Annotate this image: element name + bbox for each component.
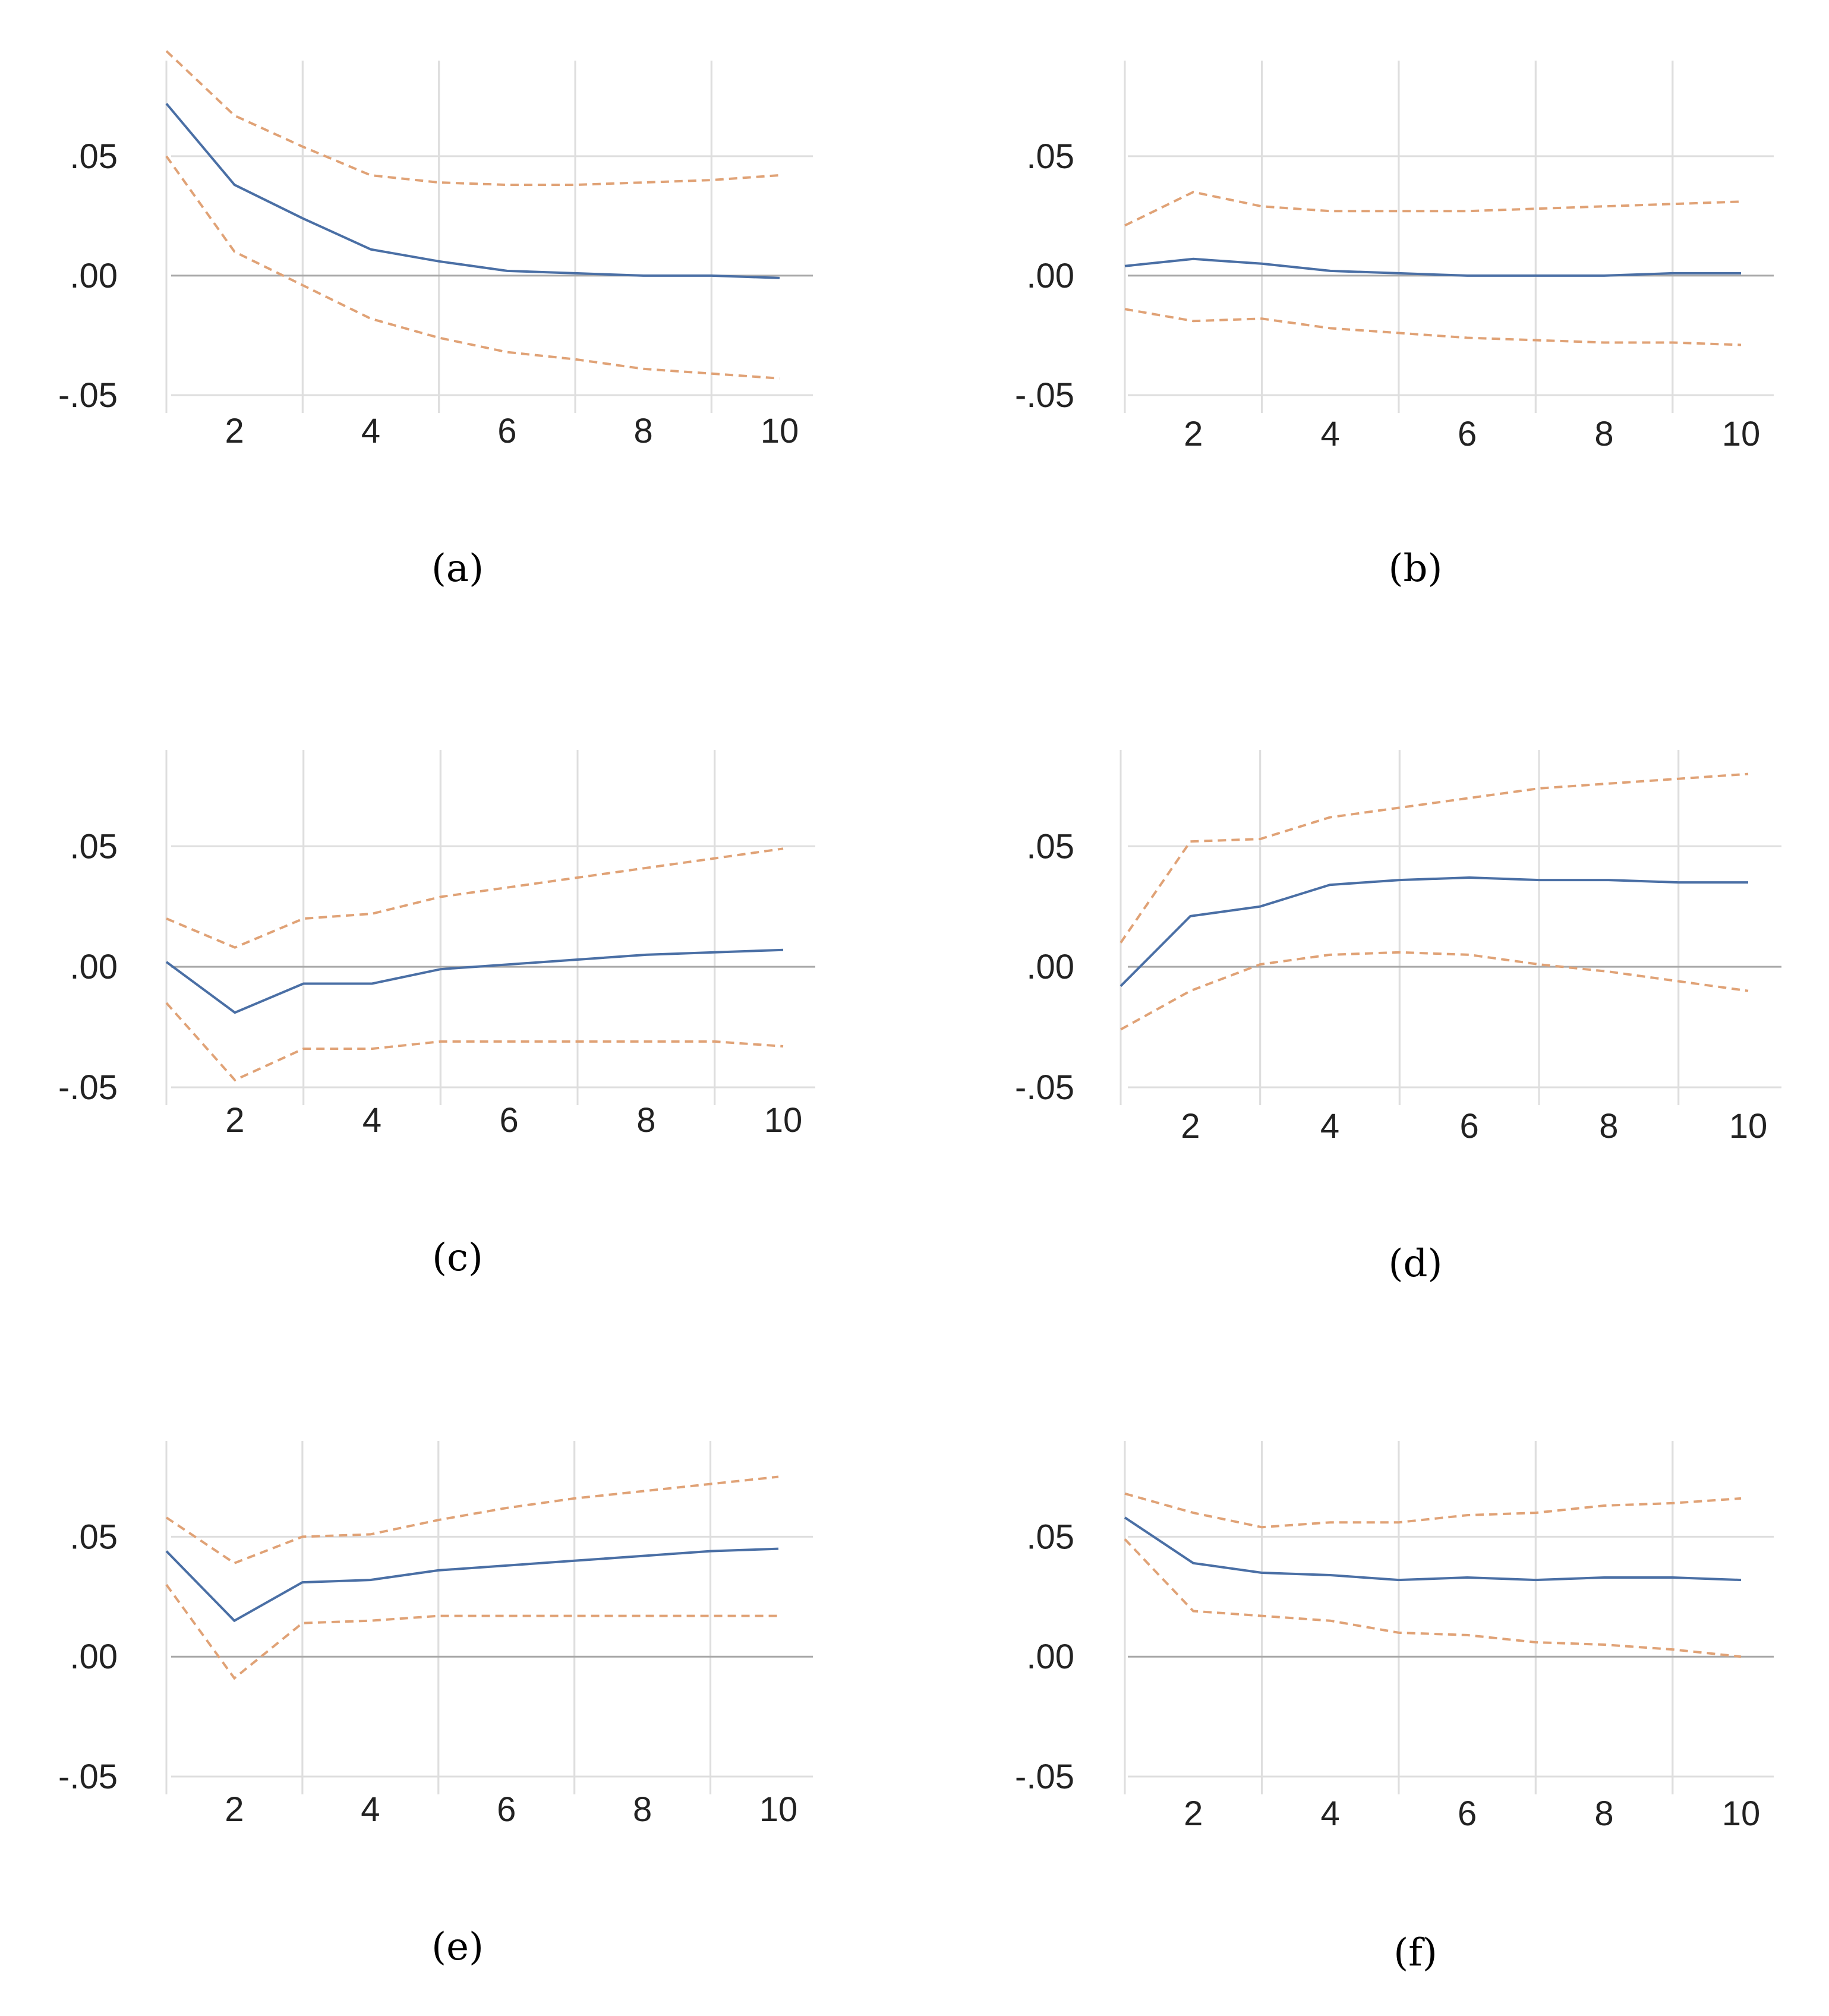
panel-caption-text-d: (d): [1388, 1242, 1443, 1286]
series-upper-band-b: [1124, 191, 1742, 227]
x-tick-label-f-4: 10: [1722, 1794, 1761, 1833]
x-tick-label-d-1: 4: [1320, 1107, 1339, 1146]
series-lower-band-b: [1124, 308, 1742, 346]
series-lower-band-e: [165, 1583, 778, 1680]
panel-caption-text-e: (e): [431, 1925, 484, 1969]
x-tick-label-c-4: 10: [764, 1101, 803, 1140]
x-tick-label-c-2: 6: [500, 1101, 519, 1140]
y-tick-label-a-2: -.05: [58, 376, 118, 415]
y-tick-label-d-2: -.05: [1015, 1068, 1074, 1107]
series-response-b: [1124, 257, 1741, 277]
y-tick-label-c-2: -.05: [58, 1068, 118, 1107]
x-tick-label-b-0: 2: [1184, 415, 1203, 453]
x-tick-label-e-1: 4: [361, 1790, 380, 1829]
y-tick-label-e-2: -.05: [58, 1758, 118, 1796]
series-response-f: [1124, 1516, 1742, 1582]
x-tick-label-a-1: 4: [361, 412, 380, 450]
series-upper-band-a: [165, 50, 780, 187]
x-tick-label-b-1: 4: [1321, 415, 1340, 453]
y-tick-label-b-1: .00: [1026, 257, 1074, 295]
x-tick-label-b-4: 10: [1722, 415, 1761, 453]
panel-caption-d: (d): [1389, 1242, 1443, 1286]
x-tick-label-e-3: 8: [633, 1790, 652, 1829]
x-tick-label-e-2: 6: [497, 1790, 516, 1829]
panel-caption-text-c: (c): [432, 1236, 483, 1280]
series-upper-band-e: [165, 1475, 779, 1565]
x-tick-label-e-0: 2: [225, 1790, 244, 1829]
y-tick-label-c-0: .05: [70, 827, 118, 866]
y-tick-label-b-2: -.05: [1015, 376, 1074, 415]
panel-f: .05 .00 -.05 2 4 6 8 10: [1015, 1441, 1774, 1833]
series-response-d: [1120, 876, 1748, 988]
panel-e: .05 .00 -.05 2 4 6 8 10: [58, 1441, 813, 1829]
x-tick-label-d-3: 8: [1599, 1107, 1618, 1146]
panel-caption-f: (f): [1393, 1931, 1437, 1975]
x-tick-label-f-2: 6: [1458, 1794, 1477, 1833]
series-lower-band-f: [1124, 1538, 1742, 1658]
y-tick-label-f-0: .05: [1026, 1517, 1074, 1556]
panel-caption-c: (c): [432, 1236, 483, 1280]
panel-b: .05 .00 -.05 2 4 6 8 10: [1015, 61, 1774, 453]
y-tick-label-a-1: .00: [70, 257, 118, 295]
x-tick-label-d-2: 6: [1460, 1107, 1479, 1146]
x-tick-label-d-4: 10: [1729, 1107, 1768, 1146]
panel-caption-text-a: (a): [431, 547, 484, 591]
series-response-a: [165, 103, 780, 279]
panel-caption-b: (b): [1389, 547, 1443, 591]
x-tick-label-c-3: 8: [636, 1101, 655, 1140]
panel-caption-a: (a): [431, 547, 484, 591]
series-lower-band-c: [165, 1002, 784, 1082]
x-tick-label-e-4: 10: [759, 1790, 798, 1829]
series-lower-band-d: [1120, 951, 1749, 1031]
panel-caption-text-f: (f): [1393, 1931, 1437, 1975]
y-tick-label-d-1: .00: [1026, 948, 1074, 986]
series-upper-band-d: [1120, 772, 1749, 944]
panel-d: .05 .00 -.05 2 4 6 8 10: [1015, 750, 1781, 1146]
x-tick-label-f-1: 4: [1321, 1794, 1340, 1833]
series-response-c: [165, 948, 784, 1014]
x-tick-label-a-3: 8: [634, 412, 653, 450]
y-tick-label-b-0: .05: [1026, 137, 1074, 176]
y-tick-label-a-0: .05: [70, 137, 118, 176]
x-tick-label-a-4: 10: [761, 412, 799, 450]
x-tick-label-c-1: 4: [362, 1101, 381, 1140]
panel-caption-text-b: (b): [1388, 547, 1443, 591]
panel-a: .05 .00 -.05 2 4 6 8 10: [58, 50, 813, 450]
panel-c: .05 .00 -.05 2 4 6 8 10: [58, 750, 815, 1140]
series-upper-band-f: [1124, 1492, 1742, 1529]
series-upper-band-c: [166, 847, 784, 949]
x-tick-label-c-0: 2: [225, 1101, 244, 1140]
series-lower-band-a: [165, 155, 780, 380]
x-tick-label-f-3: 8: [1594, 1794, 1613, 1833]
y-tick-label-e-0: .05: [70, 1517, 118, 1556]
y-tick-label-f-2: -.05: [1015, 1758, 1074, 1796]
x-tick-label-b-3: 8: [1594, 415, 1613, 453]
y-tick-label-f-1: .00: [1026, 1638, 1074, 1676]
y-tick-label-c-1: .00: [70, 948, 118, 986]
panel-caption-e: (e): [431, 1925, 484, 1969]
x-tick-label-f-0: 2: [1184, 1794, 1203, 1833]
x-tick-label-b-2: 6: [1458, 415, 1477, 453]
series-response-e: [165, 1547, 779, 1623]
x-tick-label-a-0: 2: [225, 412, 244, 450]
y-tick-label-e-1: .00: [70, 1638, 118, 1676]
x-tick-label-a-2: 6: [497, 412, 516, 450]
x-tick-label-d-0: 2: [1181, 1107, 1200, 1146]
y-tick-label-d-0: .05: [1026, 827, 1074, 866]
